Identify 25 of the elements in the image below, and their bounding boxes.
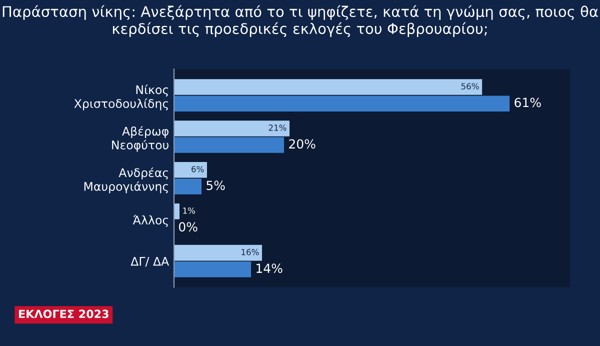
data-label: 1% <box>183 207 196 214</box>
data-label: 0% <box>178 222 198 232</box>
bar <box>174 244 262 261</box>
data-label: 56% <box>461 83 479 90</box>
bar <box>174 96 510 112</box>
bar <box>174 262 252 278</box>
data-label: 6% <box>192 166 204 172</box>
bar <box>174 178 202 194</box>
text: ΕΚΛΟΓΕΣ 2023 <box>19 310 108 318</box>
data-label: 20% <box>289 139 316 149</box>
bar <box>174 79 482 95</box>
data-label: 14% <box>256 264 282 274</box>
y-tick-label: ΔΓ/ ΔΑ <box>130 256 170 267</box>
y-tick-label: Άλλος <box>132 214 168 227</box>
y-tick-label: Ανδρέας Μαυρογιάννης <box>84 168 168 194</box>
data-label: 5% <box>206 180 225 190</box>
bar <box>174 137 284 153</box>
bar <box>174 162 208 178</box>
y-tick-label: Αβέρωφ Νεοφύτου <box>112 126 168 152</box>
y-tick-label: Νίκος Χριστοδουλίδης <box>74 84 168 110</box>
data-label: 21% <box>268 124 286 131</box>
data-label: 16% <box>242 248 259 256</box>
bar <box>174 120 290 136</box>
data-label: 61% <box>514 98 541 108</box>
chart-title: Παράσταση νίκης: Ανεξάρτητα από το τι ψηφίζετε, κατά τη γνώμη σας, ποιος θα κερδίσει τις προεδρικές εκλογές του Φεβρουαρίου; <box>2 5 598 37</box>
